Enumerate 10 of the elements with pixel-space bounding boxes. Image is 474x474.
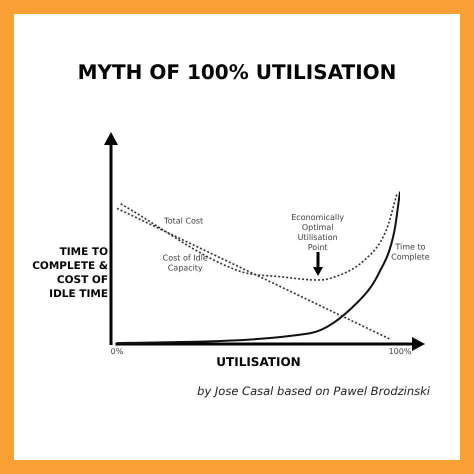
series-label: Total Cost [163,216,204,226]
x-tick-label: 0% [110,346,124,356]
text: by Jose Casal based on Pawel Brodzinski [197,384,430,398]
series-label: Cost of Idle Capacity [162,253,208,272]
series-label: Time to Complete [391,242,430,262]
x-tick-label: 100% [388,346,412,356]
chart-title: MYTH OF 100% UTILISATION [76,60,398,84]
annotation: Economically Optimal Utilisation Point [291,213,344,252]
x-axis-title: UTILISATION [216,354,301,369]
y-axis-title: TIME TO COMPLETE & COST OF IDLE TIME [31,245,108,301]
